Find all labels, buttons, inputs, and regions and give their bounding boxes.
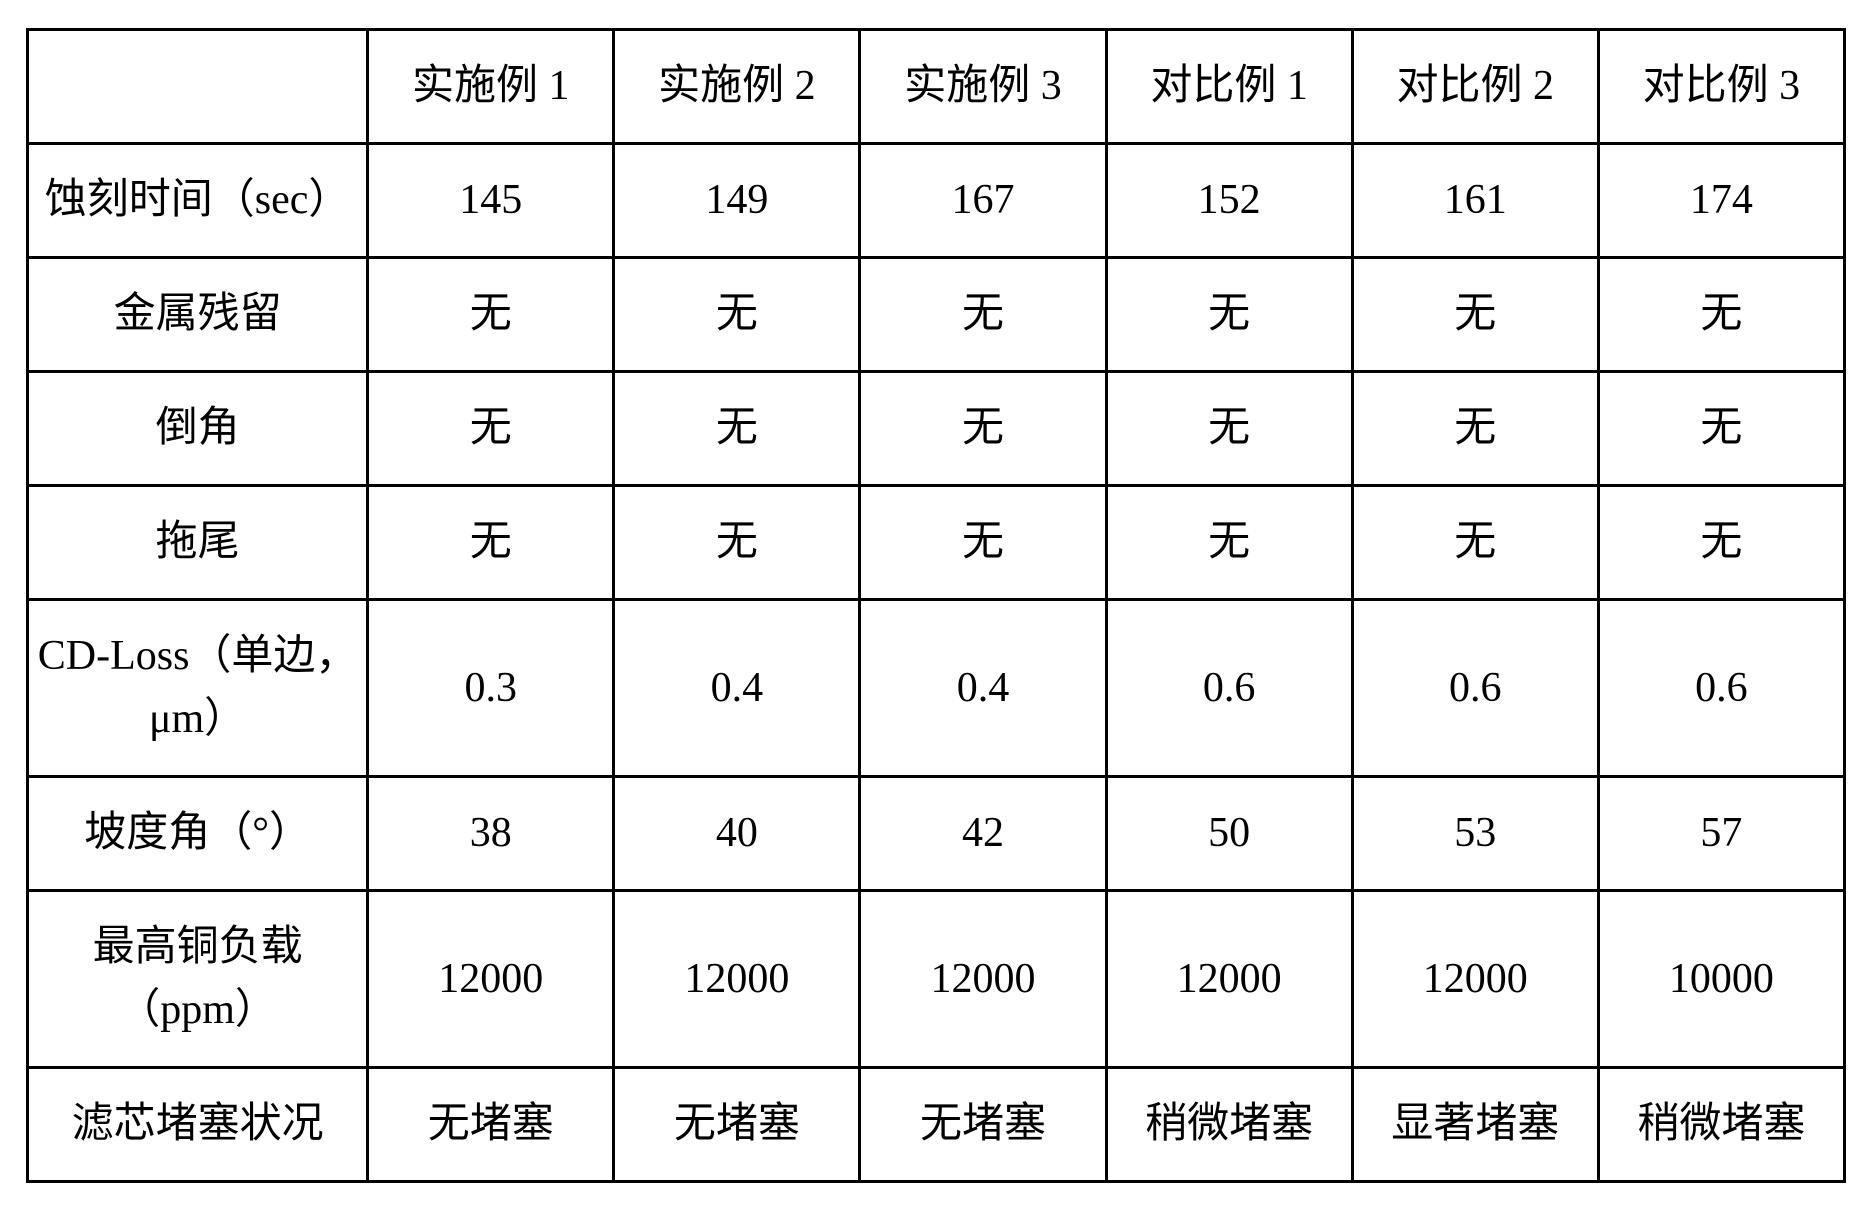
table-row: 蚀刻时间（sec） 145 149 167 152 161 174 [28, 144, 1845, 258]
cell: 12000 [860, 891, 1106, 1068]
cell: 50 [1106, 777, 1352, 891]
page-wrapper: 实施例 1 实施例 2 实施例 3 对比例 1 对比例 2 对比例 3 蚀刻时间… [0, 0, 1872, 1211]
cell: 167 [860, 144, 1106, 258]
cell: 12000 [614, 891, 860, 1068]
cell: 无堵塞 [368, 1068, 614, 1182]
cell: 无 [1106, 258, 1352, 372]
cell: 12000 [1106, 891, 1352, 1068]
cell: 稍微堵塞 [1598, 1068, 1844, 1182]
cell: 0.6 [1598, 600, 1844, 777]
row-label: 蚀刻时间（sec） [28, 144, 368, 258]
cell: 无 [368, 372, 614, 486]
table-row: 坡度角（°） 38 40 42 50 53 57 [28, 777, 1845, 891]
cell: 无 [368, 486, 614, 600]
cell: 无 [1352, 372, 1598, 486]
cell: 0.6 [1106, 600, 1352, 777]
col-header-3: 实施例 3 [860, 30, 1106, 144]
col-header-2: 实施例 2 [614, 30, 860, 144]
table-row: 拖尾 无 无 无 无 无 无 [28, 486, 1845, 600]
cell: 无堵塞 [860, 1068, 1106, 1182]
col-header-4: 对比例 1 [1106, 30, 1352, 144]
cell: 152 [1106, 144, 1352, 258]
cell: 0.3 [368, 600, 614, 777]
cell: 42 [860, 777, 1106, 891]
cell: 38 [368, 777, 614, 891]
cell: 无 [368, 258, 614, 372]
cell: 无 [614, 258, 860, 372]
cell: 稍微堵塞 [1106, 1068, 1352, 1182]
table-header-row: 实施例 1 实施例 2 实施例 3 对比例 1 对比例 2 对比例 3 [28, 30, 1845, 144]
row-label: 坡度角（°） [28, 777, 368, 891]
row-label: 最高铜负载（ppm） [28, 891, 368, 1068]
table-row: 滤芯堵塞状况 无堵塞 无堵塞 无堵塞 稍微堵塞 显著堵塞 稍微堵塞 [28, 1068, 1845, 1182]
data-table: 实施例 1 实施例 2 实施例 3 对比例 1 对比例 2 对比例 3 蚀刻时间… [26, 28, 1846, 1183]
cell: 无 [1106, 486, 1352, 600]
cell: 无 [860, 258, 1106, 372]
col-header-6: 对比例 3 [1598, 30, 1844, 144]
cell: 0.6 [1352, 600, 1598, 777]
cell: 53 [1352, 777, 1598, 891]
table-row: 倒角 无 无 无 无 无 无 [28, 372, 1845, 486]
cell: 149 [614, 144, 860, 258]
cell: 174 [1598, 144, 1844, 258]
table-row: 最高铜负载（ppm） 12000 12000 12000 12000 12000… [28, 891, 1845, 1068]
cell: 10000 [1598, 891, 1844, 1068]
cell: 0.4 [860, 600, 1106, 777]
cell: 12000 [1352, 891, 1598, 1068]
cell: 无 [614, 486, 860, 600]
cell: 无 [1352, 258, 1598, 372]
col-header-5: 对比例 2 [1352, 30, 1598, 144]
cell: 无 [1598, 258, 1844, 372]
cell: 无 [1598, 486, 1844, 600]
col-header-1: 实施例 1 [368, 30, 614, 144]
row-label: 倒角 [28, 372, 368, 486]
cell: 显著堵塞 [1352, 1068, 1598, 1182]
cell: 57 [1598, 777, 1844, 891]
table-row: CD-Loss（单边，μm） 0.3 0.4 0.4 0.6 0.6 0.6 [28, 600, 1845, 777]
cell: 12000 [368, 891, 614, 1068]
cell: 145 [368, 144, 614, 258]
cell: 无 [1598, 372, 1844, 486]
col-header-blank [28, 30, 368, 144]
cell: 无 [860, 486, 1106, 600]
cell: 无 [614, 372, 860, 486]
cell: 无 [1352, 486, 1598, 600]
cell: 无堵塞 [614, 1068, 860, 1182]
cell: 0.4 [614, 600, 860, 777]
cell: 40 [614, 777, 860, 891]
row-label: CD-Loss（单边，μm） [28, 600, 368, 777]
row-label: 金属残留 [28, 258, 368, 372]
cell: 无 [860, 372, 1106, 486]
cell: 161 [1352, 144, 1598, 258]
table-row: 金属残留 无 无 无 无 无 无 [28, 258, 1845, 372]
cell: 无 [1106, 372, 1352, 486]
row-label: 滤芯堵塞状况 [28, 1068, 368, 1182]
row-label: 拖尾 [28, 486, 368, 600]
